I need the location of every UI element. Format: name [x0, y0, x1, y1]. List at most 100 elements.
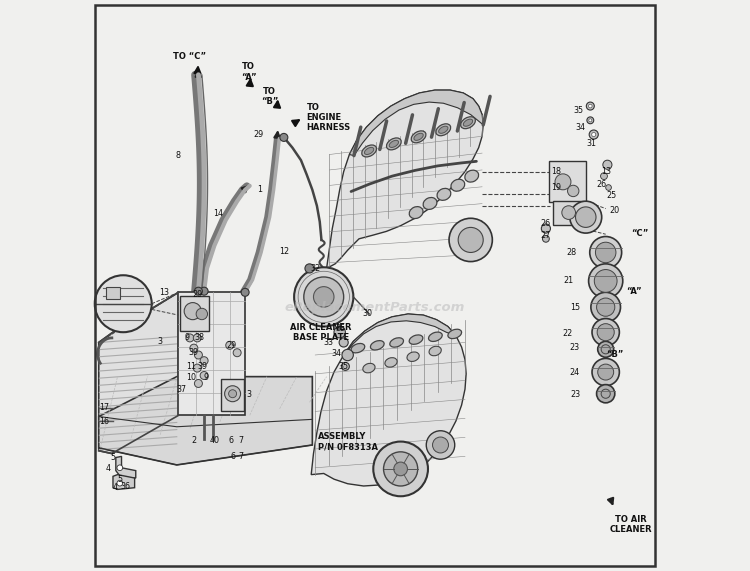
Text: 5: 5	[117, 475, 122, 484]
Text: 15: 15	[571, 303, 580, 312]
FancyBboxPatch shape	[549, 162, 586, 202]
Polygon shape	[116, 456, 136, 478]
Text: 18: 18	[551, 167, 561, 176]
Circle shape	[603, 160, 612, 169]
Circle shape	[433, 437, 448, 453]
Circle shape	[542, 235, 549, 242]
Circle shape	[194, 380, 202, 388]
Circle shape	[242, 288, 249, 296]
FancyBboxPatch shape	[554, 201, 583, 225]
Text: 8: 8	[176, 151, 181, 160]
Text: 37: 37	[176, 385, 187, 393]
Text: 13: 13	[601, 167, 610, 176]
Circle shape	[194, 364, 201, 372]
Text: 9: 9	[203, 373, 208, 382]
Text: 11: 11	[187, 362, 196, 371]
Ellipse shape	[464, 119, 472, 126]
Circle shape	[596, 298, 615, 316]
Text: 33: 33	[323, 338, 333, 347]
Circle shape	[602, 345, 610, 354]
Text: 30: 30	[362, 309, 373, 319]
Text: 22: 22	[562, 329, 573, 339]
FancyBboxPatch shape	[221, 380, 244, 411]
Ellipse shape	[429, 346, 441, 356]
Circle shape	[596, 385, 615, 403]
Text: 20: 20	[609, 206, 619, 215]
Circle shape	[589, 104, 592, 108]
Ellipse shape	[465, 170, 478, 182]
Circle shape	[586, 102, 594, 110]
Text: 40: 40	[209, 436, 219, 445]
Text: 9: 9	[184, 333, 190, 343]
Text: 23: 23	[571, 391, 580, 399]
Circle shape	[602, 389, 610, 399]
Text: 26: 26	[597, 180, 607, 188]
Circle shape	[587, 117, 594, 124]
Text: 6: 6	[230, 452, 235, 461]
Circle shape	[200, 287, 208, 295]
Circle shape	[342, 349, 353, 361]
Circle shape	[458, 227, 483, 252]
Ellipse shape	[351, 344, 364, 353]
Circle shape	[339, 338, 348, 347]
Polygon shape	[326, 90, 483, 268]
Polygon shape	[99, 292, 178, 453]
Ellipse shape	[460, 116, 476, 128]
Circle shape	[280, 134, 288, 142]
Circle shape	[426, 431, 454, 459]
Text: 25: 25	[606, 191, 616, 200]
Circle shape	[568, 185, 579, 196]
Ellipse shape	[439, 126, 448, 133]
Ellipse shape	[437, 188, 451, 200]
Circle shape	[449, 218, 492, 262]
Circle shape	[334, 327, 346, 338]
Circle shape	[606, 184, 611, 190]
Circle shape	[597, 324, 614, 341]
Text: 19: 19	[551, 183, 561, 192]
Text: 35: 35	[336, 324, 346, 333]
Circle shape	[224, 386, 241, 402]
Circle shape	[590, 130, 598, 139]
Ellipse shape	[410, 335, 423, 344]
Circle shape	[591, 292, 620, 322]
Text: “A”: “A”	[626, 287, 641, 296]
Text: 10: 10	[187, 373, 196, 382]
Text: 21: 21	[563, 276, 574, 286]
Text: 7: 7	[238, 436, 244, 445]
Circle shape	[233, 349, 242, 357]
Text: 23: 23	[569, 343, 580, 352]
Circle shape	[304, 277, 344, 317]
Circle shape	[555, 174, 571, 190]
Circle shape	[117, 480, 123, 486]
Text: 35: 35	[338, 362, 349, 371]
Text: 1: 1	[257, 186, 262, 194]
Ellipse shape	[386, 138, 401, 150]
Text: TO AIR
CLEANER: TO AIR CLEANER	[610, 515, 652, 534]
Text: 35: 35	[574, 106, 584, 115]
Circle shape	[190, 344, 198, 352]
Text: 34: 34	[575, 123, 585, 132]
Text: eReplacementParts.com: eReplacementParts.com	[285, 301, 465, 313]
Circle shape	[589, 119, 592, 122]
Circle shape	[598, 364, 613, 380]
Circle shape	[194, 287, 202, 295]
Circle shape	[200, 372, 208, 380]
Text: ASSEMBLY
P/N 0F8313A: ASSEMBLY P/N 0F8313A	[318, 432, 378, 452]
Circle shape	[592, 359, 620, 386]
Text: 16: 16	[100, 417, 109, 425]
Ellipse shape	[411, 131, 426, 143]
Circle shape	[194, 334, 201, 342]
Circle shape	[575, 207, 596, 227]
Ellipse shape	[389, 140, 398, 147]
Circle shape	[542, 224, 550, 233]
Text: 17: 17	[99, 404, 109, 412]
Circle shape	[394, 462, 407, 476]
Circle shape	[117, 465, 123, 471]
Text: 27: 27	[541, 231, 551, 240]
Text: 13: 13	[159, 288, 170, 297]
Circle shape	[94, 275, 152, 332]
Text: 28: 28	[566, 248, 577, 257]
Circle shape	[294, 267, 353, 327]
Text: 14: 14	[213, 208, 223, 218]
Circle shape	[186, 334, 194, 342]
